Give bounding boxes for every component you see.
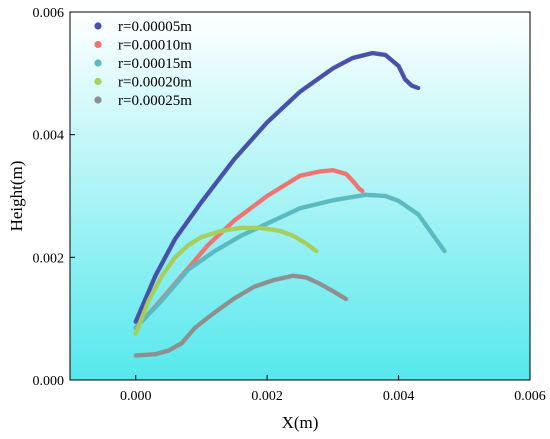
legend-label: r=0.00005m — [118, 19, 192, 35]
x-tick-label: 0.002 — [251, 389, 283, 404]
x-tick-label: 0.000 — [120, 389, 152, 404]
series-5 — [133, 273, 349, 358]
legend-marker — [94, 77, 102, 86]
legend-label: r=0.00020m — [118, 75, 192, 91]
legend-marker — [94, 22, 102, 30]
legend-label: r=0.00015m — [118, 56, 192, 72]
data-point — [343, 296, 349, 302]
y-tick-label: 0.004 — [33, 129, 65, 144]
legend-item: r=0.00005m — [94, 19, 192, 35]
series-4 — [133, 225, 319, 337]
series-1 — [133, 50, 421, 324]
ticks-layer: 0.000 0.002 0.004 0.006 0.000 0.002 0.004 0.006 — [33, 6, 546, 404]
plot-frame — [69, 11, 531, 381]
x-tick-label: 0.004 — [383, 389, 415, 404]
x-tick-label: 0.006 — [514, 389, 546, 404]
y-axis-title: Height(m) — [7, 161, 26, 232]
legend-item: r=0.00020m — [94, 75, 192, 91]
legend-item: r=0.00010m — [94, 38, 192, 54]
y-tick-label: 0.002 — [33, 251, 65, 266]
legend-marker — [94, 96, 102, 104]
data-point — [442, 249, 447, 254]
legend-marker — [94, 59, 102, 67]
data-point — [416, 85, 421, 91]
x-axis-title: X(m) — [282, 413, 319, 432]
data-point — [360, 188, 365, 194]
data-point — [314, 249, 319, 254]
y-tick-label: 0.006 — [33, 6, 65, 21]
legend-marker — [94, 40, 102, 49]
series-layer — [133, 50, 447, 358]
legend-item: r=0.00025m — [94, 93, 192, 109]
series-2 — [133, 167, 365, 331]
legend: r=0.00005m r=0.00010m r=0.00015m r=0.00020m… — [94, 19, 192, 109]
y-tick-label: 0.000 — [33, 374, 65, 389]
legend-item: r=0.00015m — [94, 56, 192, 72]
legend-label: r=0.00010m — [118, 38, 192, 54]
legend-label: r=0.00025m — [118, 93, 192, 109]
